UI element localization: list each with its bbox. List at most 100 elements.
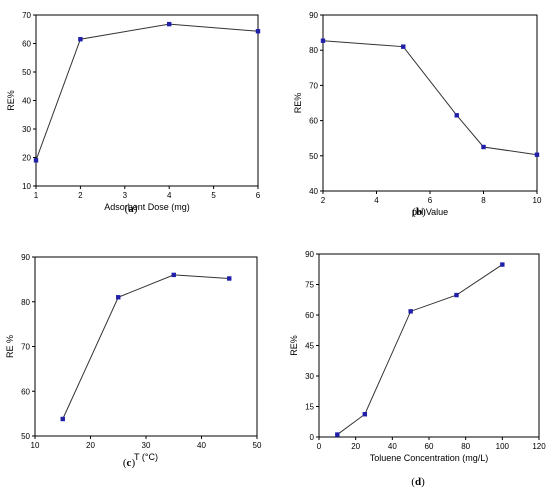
x-axis-label: Toluene Concentration (mg/L)	[370, 453, 489, 463]
chart-panel-b: 2 4 6 8 10 40 50 60 70 80 90 pH Value RE% (b)	[293, 11, 542, 218]
panel-label: (b)	[412, 206, 426, 218]
plot-frame	[318, 253, 540, 438]
panel-label-letter: c	[127, 457, 132, 469]
x-tick-label: 20	[86, 441, 95, 450]
x-tick-label: 8	[481, 196, 486, 205]
y-tick-label: 90	[305, 250, 314, 259]
panel-label-open: (	[412, 206, 416, 218]
panel-label-close: )	[421, 476, 425, 488]
data-point	[33, 158, 39, 163]
data-point	[78, 37, 83, 42]
y-tick-label: 70	[309, 81, 318, 90]
x-tick-label: 4	[167, 191, 172, 200]
data-point	[320, 38, 326, 43]
y-tick-label: 60	[305, 311, 314, 320]
series-line	[35, 23, 259, 161]
panel-label-open: (	[123, 457, 127, 469]
x-tick-label: 10	[31, 441, 40, 450]
chart-panel-a: 1 2 3 4 5 6 10 20 30 40 50 60 70 Adsorbent Dose (mg) R…	[6, 11, 261, 215]
x-tick-label: 50	[253, 441, 262, 450]
data-point	[255, 29, 261, 34]
data-point	[335, 432, 340, 437]
y-axis-label: RE%	[289, 335, 299, 356]
panel-label: (a)	[125, 203, 138, 215]
x-tick-label: 10	[533, 196, 542, 205]
data-point	[116, 295, 121, 300]
x-tick-label: 3	[123, 191, 128, 200]
y-tick-label: 40	[22, 97, 31, 106]
y-tick-label: 80	[309, 46, 318, 55]
y-tick-label: 50	[309, 152, 318, 161]
y-tick-label: 75	[305, 281, 314, 290]
x-tick-label: 120	[532, 442, 546, 451]
x-tick-label: 30	[142, 441, 151, 450]
y-tick-label: 70	[22, 11, 31, 20]
x-axis-label: T (°C)	[134, 452, 158, 462]
y-tick-label: 10	[22, 182, 31, 191]
panel-label-letter: d	[415, 476, 421, 488]
data-point	[60, 416, 65, 422]
x-tick-label: 60	[425, 442, 434, 451]
data-point	[454, 292, 459, 298]
y-tick-label: 60	[21, 387, 30, 396]
y-tick-label: 80	[21, 298, 30, 307]
data-point	[362, 412, 368, 417]
x-tick-label: 2	[321, 196, 326, 205]
y-tick-label: 60	[22, 40, 31, 49]
y-tick-label: 30	[305, 372, 314, 381]
panel-label-open: (	[411, 476, 415, 488]
x-tick-label: 40	[197, 441, 206, 450]
y-tick-label: 90	[21, 253, 30, 262]
y-tick-label: 45	[305, 342, 314, 351]
panel-label-close: )	[422, 206, 426, 218]
data-point	[408, 309, 413, 314]
y-tick-label: 90	[309, 11, 318, 20]
x-tick-label: 40	[388, 442, 397, 451]
panel-label-close: )	[134, 203, 138, 215]
data-point	[171, 272, 176, 278]
y-tick-label: 70	[21, 343, 30, 352]
data-point	[401, 44, 406, 49]
series-line	[322, 40, 538, 156]
data-point	[500, 262, 505, 267]
x-tick-label: 4	[374, 196, 379, 205]
data-point	[227, 276, 232, 281]
x-tick-label: 1	[34, 191, 39, 200]
y-tick-label: 40	[309, 187, 318, 196]
panel-label: (d)	[411, 476, 425, 488]
y-tick-label: 60	[309, 117, 318, 126]
y-axis-label: RE%	[293, 93, 303, 114]
plot-frame	[34, 256, 258, 437]
panel-label: (c)	[123, 457, 136, 469]
chart-panel-d: 0 20 40 60 80 100 120 0 15 30 45 60 75 90 Toluene Conc…	[289, 250, 546, 488]
data-point	[534, 152, 540, 157]
y-tick-label: 15	[305, 403, 314, 412]
panel-label-letter: a	[128, 203, 134, 215]
x-axis-label: Adsorbent Dose (mg)	[104, 202, 190, 212]
y-axis-label: RE%	[6, 90, 16, 111]
x-tick-label: 100	[496, 442, 510, 451]
y-tick-label: 0	[310, 433, 315, 442]
data-point	[454, 113, 459, 118]
x-tick-label: 5	[211, 191, 216, 200]
y-tick-label: 20	[22, 154, 31, 163]
x-tick-label: 20	[351, 442, 360, 451]
panel-label-open: (	[125, 203, 129, 215]
x-tick-label: 6	[256, 191, 261, 200]
series-line	[62, 274, 230, 420]
series-line	[337, 264, 503, 435]
x-axis-label: pH Value	[412, 207, 448, 217]
plot-frame	[35, 14, 259, 187]
panel-label-letter: b	[416, 206, 422, 218]
chart-panel-c: 10 20 30 40 50 50 60 70 80 90 T (°C) RE % (c)	[5, 253, 262, 469]
data-point	[167, 21, 172, 27]
x-tick-label: 0	[317, 442, 322, 451]
x-tick-label: 2	[78, 191, 83, 200]
plot-frame	[322, 14, 538, 192]
x-tick-label: 6	[428, 196, 433, 205]
y-axis-label: RE %	[5, 335, 15, 358]
x-tick-label: 80	[461, 442, 470, 451]
y-tick-label: 50	[22, 68, 31, 77]
y-tick-label: 50	[21, 432, 30, 441]
